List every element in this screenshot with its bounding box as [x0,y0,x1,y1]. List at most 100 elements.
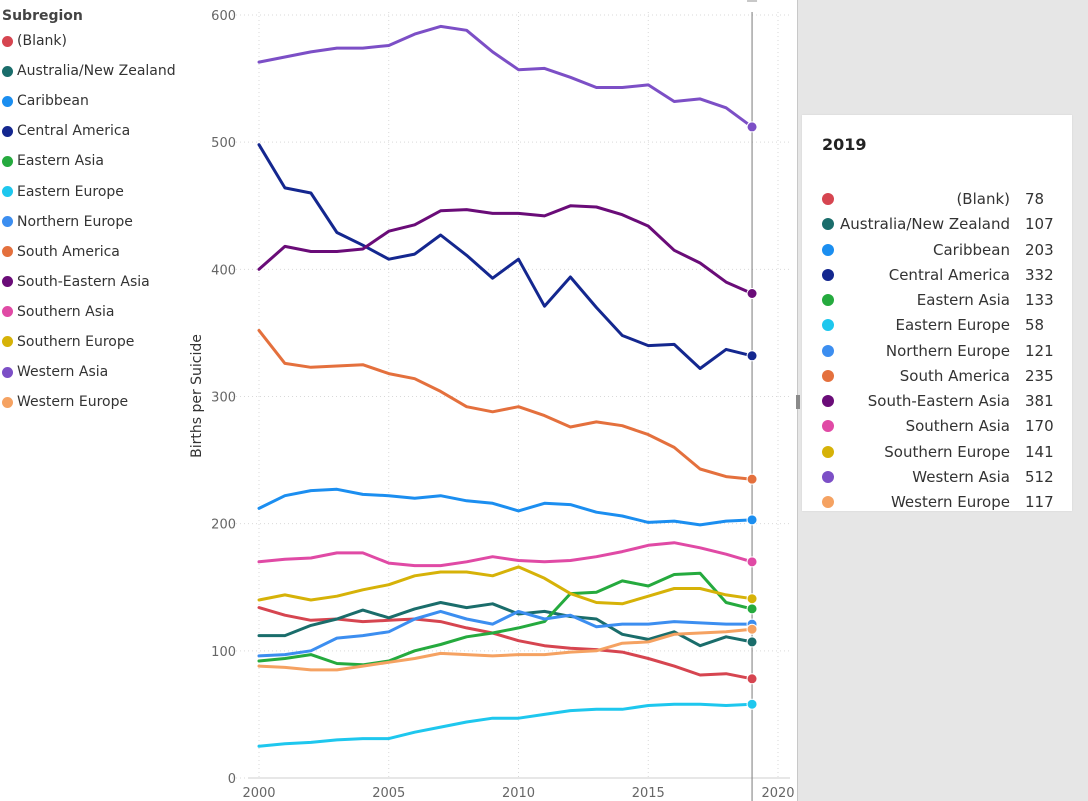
legend-item-northern-europe[interactable]: Northern Europe [2,207,192,237]
series-line-central-america [257,143,754,370]
legend-item-south-eastern-asia[interactable]: South-Eastern Asia [2,267,192,297]
y-tick-label: 400 [211,263,236,278]
tooltip-series-value: 170 [1025,417,1054,436]
legend-label: Central America [17,123,131,140]
tooltip-dot-icon [822,218,834,231]
legend-items: (Blank) Australia/New Zealand Caribbean Cen… [2,26,192,417]
legend-dot-icon [2,366,13,378]
legend-label: Eastern Asia [17,153,104,170]
legend-label: Northern Europe [17,213,133,230]
line-chart: 0 100 200 300 400 500 600 2000 2005 2010 2015 2020 B… [189,0,795,801]
legend-item-western-europe[interactable]: Western Europe [2,387,192,417]
legend-dot-icon [2,306,13,318]
legend-dot-icon [2,65,13,77]
end-point-central-america [746,350,758,362]
tooltip-series-name: Northern Europe [885,341,1010,360]
series-line-south-america [257,328,754,481]
end-point-blank [746,673,758,685]
tooltip-row: South-Eastern Asia 381 [802,389,1072,414]
legend-dot-icon [2,276,13,288]
tooltip-series-name: South America [899,366,1010,385]
tooltip-series-name: Australia/New Zealand [840,215,1010,234]
tooltip-row: (Blank) 78 [802,187,1072,212]
tooltip-dot-icon [822,243,834,256]
legend-item-caribbean[interactable]: Caribbean [2,86,192,116]
series-line-blank [257,606,754,681]
tooltip-series-value: 133 [1025,291,1054,309]
series-line-eastern-asia [257,571,754,667]
tooltip-series-name: Caribbean [933,240,1010,259]
end-point-western-asia [746,121,758,133]
tooltip-series-value: 78 [1025,190,1045,208]
tooltip-row: Caribbean 203 [802,238,1072,263]
legend-item-south-america[interactable]: South America [2,237,192,267]
series-line-australia-new-zealand [257,601,754,648]
legend-dot-icon [2,336,13,348]
tooltip-series-value: 107 [1025,215,1054,234]
y-tick-label: 300 [211,391,236,406]
legend-label: Western Europe [17,394,129,411]
legend-dot-icon [2,246,13,258]
legend-item-australia-new-zealand[interactable]: Australia/New Zealand [2,56,192,86]
series-line-western-asia [257,24,754,129]
legend-label: Eastern Europe [17,183,124,200]
legend-item-southern-europe[interactable]: Southern Europe [2,327,192,357]
tooltip-dot-icon [822,395,834,407]
end-point-eastern-europe [746,698,758,710]
tooltip-series-name: Western Asia [912,467,1010,486]
tooltip-dot-icon [822,294,834,306]
tooltip-series-value: 117 [1025,493,1054,511]
y-tick-label: 100 [211,645,236,660]
tooltip-series-name: Eastern Asia [916,291,1010,309]
legend-dot-icon [2,125,13,137]
legend-dot-icon [2,95,13,107]
x-tick-label: 2015 [632,786,665,801]
legend-dot-icon [2,186,13,198]
chart-area [0,0,798,801]
legend-label: South-Eastern Asia [17,273,150,290]
end-point-south-eastern-asia [746,287,758,299]
tooltip-row: Eastern Europe 58 [802,313,1072,338]
series-line-western-europe [257,627,754,672]
tooltip-series-value: 332 [1025,265,1054,284]
legend-label: (Blank) [17,33,67,50]
legend-item-eastern-europe[interactable]: Eastern Europe [2,176,192,206]
tooltip-row: Northern Europe 121 [802,339,1072,364]
tooltip-title: 2019 [822,135,867,154]
tooltip-series-name: Western Europe [890,493,1010,511]
legend-label: Western Asia [17,364,109,381]
tooltip-series-name: Southern Asia [905,417,1010,436]
tooltip-series-value: 141 [1025,442,1054,461]
legend-item-southern-asia[interactable]: Southern Asia [2,297,192,327]
y-tick-label: 600 [211,9,236,24]
tooltip-series-value: 58 [1025,316,1045,335]
tooltip-dot-icon [822,344,834,357]
x-tick-label: 2020 [761,786,794,801]
series-line-south-eastern-asia [257,204,754,295]
legend-item-western-asia[interactable]: Western Asia [2,357,192,387]
legend: Subregion (Blank) Australia/New Zealand Ca… [2,6,192,417]
y-tick-label: 200 [211,518,236,533]
legend-item-central-america[interactable]: Central America [2,116,192,146]
legend-dot-icon [2,396,13,408]
tooltip-series-value: 512 [1025,467,1054,486]
tooltip-dot-icon [822,496,834,508]
tooltip-series-name: South-Eastern Asia [867,392,1010,410]
hover-tooltip: 2019 (Blank) 78 Australia/New Zealand 107 Ca… [802,115,1072,511]
end-point-southern-europe [746,593,758,605]
end-point-western-europe [746,623,758,635]
legend-label: South America [17,243,120,260]
tooltip-row: South America 235 [802,364,1072,389]
series-line-eastern-europe [257,702,754,748]
x-tick-label: 2005 [372,786,405,801]
tooltip-series-value: 203 [1025,240,1054,259]
series-line-southern-asia [257,541,754,568]
series-line-southern-europe [257,565,754,606]
legend-item-eastern-asia[interactable]: Eastern Asia [2,146,192,176]
resize-handle[interactable] [796,395,800,409]
tooltip-row: Southern Europe 141 [802,440,1072,465]
tooltip-dot-icon [822,369,834,382]
tooltip-series-value: 121 [1025,341,1054,360]
tooltip-dot-icon [822,193,834,205]
legend-item-blank[interactable]: (Blank) [2,26,192,56]
